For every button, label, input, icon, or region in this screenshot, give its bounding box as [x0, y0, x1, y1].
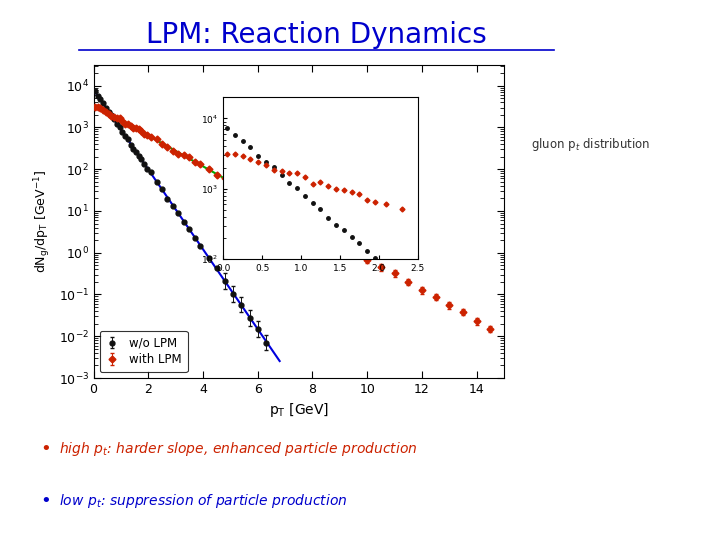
X-axis label: $\mathrm{p_T\ [GeV]}$: $\mathrm{p_T\ [GeV]}$: [269, 401, 329, 420]
Text: LPM: Reaction Dynamics: LPM: Reaction Dynamics: [146, 21, 487, 49]
Text: low p$_t$: suppression of particle production: low p$_t$: suppression of particle produ…: [58, 492, 347, 510]
Y-axis label: $\mathrm{dN_g/dp_T\ [GeV^{-1}]}$: $\mathrm{dN_g/dp_T\ [GeV^{-1}]}$: [32, 170, 53, 273]
Text: gluon p$_t$ distribution: gluon p$_t$ distribution: [531, 136, 650, 153]
Legend: w/o LPM, with LPM: w/o LPM, with LPM: [99, 330, 187, 372]
Text: •: •: [41, 440, 51, 458]
Text: •: •: [41, 492, 51, 510]
Text: high p$_t$: harder slope, enhanced particle production: high p$_t$: harder slope, enhanced parti…: [58, 440, 417, 458]
